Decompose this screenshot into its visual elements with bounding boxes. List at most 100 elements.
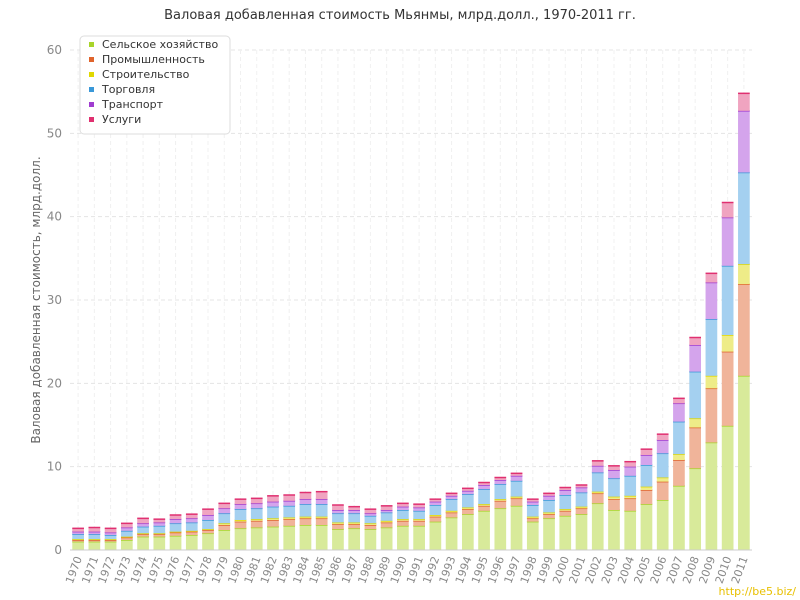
- bar-segment: [153, 534, 166, 537]
- bar-segment: [591, 503, 604, 550]
- bar-segment: [315, 504, 328, 517]
- y-tick-label: 20: [47, 376, 62, 390]
- bar-segment: [153, 525, 166, 534]
- bar-segment: [332, 513, 344, 523]
- bar-segment: [120, 540, 133, 550]
- bar-segment: [673, 403, 685, 422]
- bar-segment: [169, 515, 182, 520]
- bar-segment: [332, 505, 344, 510]
- bar-segment: [153, 519, 166, 523]
- bar-segment: [640, 486, 653, 490]
- bar-segment: [88, 541, 101, 550]
- bar-segment: [120, 523, 133, 528]
- bar-segment: [283, 525, 296, 550]
- bar-segment: [721, 265, 734, 335]
- bar-segment: [88, 527, 101, 532]
- bar-segment: [575, 492, 588, 507]
- bar-segment: [461, 494, 474, 508]
- legend-swatch: [89, 72, 94, 77]
- bar-segment: [478, 505, 490, 511]
- bar-segment: [656, 440, 669, 454]
- bar-segment: [494, 477, 507, 480]
- bar-segment: [575, 487, 588, 493]
- bar-segment: [218, 508, 231, 514]
- y-tick-label: 60: [47, 43, 62, 57]
- bar-segment: [202, 533, 214, 550]
- bar-segment: [689, 418, 702, 428]
- legend-entry: Транспорт: [101, 98, 164, 111]
- bar-segment: [656, 500, 669, 550]
- bar-segment: [543, 518, 555, 550]
- bar-segment: [721, 217, 734, 266]
- bar-segment: [543, 495, 555, 500]
- y-tick-label: 10: [47, 460, 62, 474]
- bar-segment: [380, 510, 393, 513]
- bar-segment: [543, 493, 555, 496]
- bar-segment: [559, 487, 572, 490]
- bar-segment: [705, 388, 718, 443]
- bar-segment: [478, 489, 490, 505]
- legend-swatch: [89, 57, 94, 62]
- bar-segment: [673, 398, 685, 404]
- legend-swatch: [89, 117, 94, 122]
- bar-segment: [689, 337, 702, 345]
- bar-segment: [624, 495, 637, 499]
- bar-segment: [640, 504, 653, 550]
- bar-segment: [202, 520, 214, 530]
- bar-segment: [153, 536, 166, 550]
- legend-entry: Промышленность: [102, 53, 205, 66]
- bar-segment: [72, 534, 84, 540]
- bar-segment: [413, 519, 425, 521]
- bar-segment: [283, 519, 296, 526]
- legend-entry: Торговля: [101, 83, 155, 96]
- bar-segment: [494, 500, 507, 509]
- bar-segment: [624, 510, 637, 550]
- bar-segment: [380, 512, 393, 521]
- bar-segment: [510, 496, 523, 499]
- bar-segment: [299, 516, 312, 519]
- bar-segment: [202, 515, 214, 520]
- bar-segment: [88, 534, 101, 540]
- bar-segment: [250, 498, 263, 504]
- bar-segment: [445, 517, 458, 550]
- bar-segment: [689, 371, 702, 419]
- bar-segment: [169, 535, 182, 550]
- bar-segment: [591, 493, 604, 504]
- bar-segment: [169, 523, 182, 532]
- bar-segment: [137, 526, 149, 534]
- bar-segment: [510, 480, 523, 497]
- bar-segment: [526, 499, 539, 502]
- bar-segment: [624, 475, 637, 496]
- bar-segment: [72, 540, 84, 542]
- bar-segment: [185, 522, 198, 531]
- bar-segment: [267, 501, 279, 507]
- bar-segment: [494, 508, 507, 550]
- bar-segment: [673, 485, 685, 550]
- bar-segment: [738, 110, 750, 173]
- bar-segment: [721, 202, 734, 218]
- bar-segment: [72, 528, 84, 532]
- bar-segment: [738, 93, 750, 111]
- bar-segment: [608, 510, 620, 550]
- bar-segment: [250, 508, 263, 520]
- bar-segment: [250, 527, 263, 550]
- bar-segment: [72, 531, 84, 535]
- bar-segment: [315, 516, 328, 519]
- bar-segment: [721, 335, 734, 352]
- bar-segment: [137, 518, 149, 524]
- bar-layer: [72, 92, 750, 550]
- bar-segment: [315, 518, 328, 525]
- bar-segment: [543, 500, 555, 513]
- bar-segment: [267, 495, 279, 502]
- bar-segment: [608, 478, 620, 497]
- bar-segment: [591, 465, 604, 473]
- bar-segment: [543, 514, 555, 519]
- bar-segment: [153, 522, 166, 526]
- bar-segment: [364, 509, 377, 514]
- bar-segment: [494, 499, 507, 501]
- bar-segment: [608, 496, 620, 500]
- bar-segment: [510, 473, 523, 476]
- bar-segment: [705, 319, 718, 376]
- bar-segment: [624, 498, 637, 511]
